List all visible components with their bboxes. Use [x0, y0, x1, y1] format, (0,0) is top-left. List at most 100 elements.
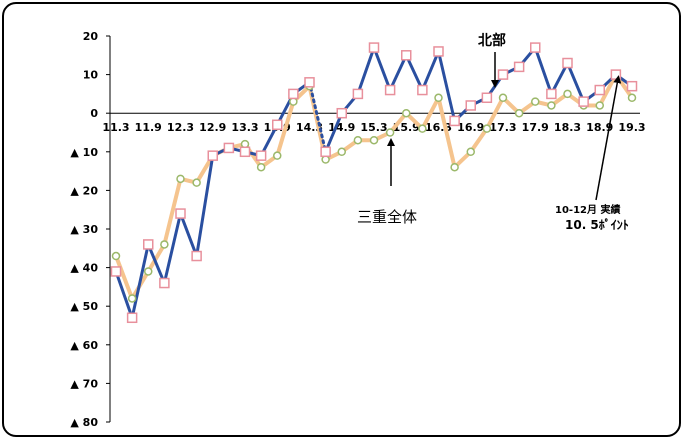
y-tick-label: ▲ 20 [70, 184, 98, 197]
series-segment [275, 99, 296, 158]
data-point [434, 93, 443, 103]
y-tick-label: 20 [83, 30, 99, 43]
series-segment [162, 176, 183, 247]
x-tick-label: 12.3 [167, 121, 194, 134]
series-segment [195, 154, 215, 258]
data-point [562, 57, 573, 69]
series-segment [484, 95, 505, 131]
data-point [143, 239, 154, 250]
data-point [321, 155, 330, 164]
x-tick-labels: 11.311.912.312.913.313.914.314.915.315.9… [102, 121, 645, 134]
series-markers [110, 42, 638, 324]
data-point [240, 139, 250, 149]
data-point [368, 42, 380, 53]
annotation-latest-arrow [595, 75, 622, 201]
data-point [239, 146, 251, 158]
x-tick-label: 16.9 [457, 121, 484, 134]
annotation-latest-value: 10. 5ﾎﾟｲﾝﾄ [565, 217, 629, 232]
annotation-north: 北部 [478, 32, 506, 49]
x-tick-label: 17.9 [522, 121, 549, 134]
x-tick-label: 11.9 [135, 121, 162, 134]
data-point [160, 240, 169, 249]
data-point [578, 96, 589, 107]
data-point [417, 84, 428, 96]
data-point [547, 101, 556, 110]
data-point [337, 147, 346, 157]
data-point [272, 119, 283, 131]
data-point [304, 77, 315, 88]
series-segment [437, 49, 457, 123]
data-point [401, 50, 412, 61]
data-point [111, 251, 121, 261]
data-point [513, 61, 525, 73]
series-segment [356, 46, 376, 96]
y-tick-label: 10 [83, 69, 99, 82]
x-tick-label: 11.3 [102, 121, 129, 134]
data-point [223, 142, 235, 154]
series-segment [114, 269, 134, 320]
series-segment [308, 80, 328, 154]
data-point [563, 89, 572, 99]
data-point [465, 100, 476, 111]
data-point [384, 84, 396, 96]
series-segment [420, 49, 440, 92]
series-segment [130, 242, 150, 320]
series-segment [114, 254, 135, 301]
data-point [531, 97, 540, 106]
y-tick-label: ▲ 80 [70, 416, 98, 429]
data-point [175, 208, 186, 219]
y-tick-label: ▲ 30 [70, 223, 98, 236]
y-tick-label: ▲ 10 [70, 146, 98, 159]
data-point [191, 250, 202, 262]
data-point [288, 88, 299, 100]
series-segment [146, 242, 166, 285]
data-point [546, 88, 557, 100]
axes [109, 36, 640, 422]
data-point [482, 124, 492, 133]
data-point [127, 294, 137, 303]
x-tick-label: 15.9 [393, 121, 420, 134]
data-point [336, 107, 347, 119]
series-segment [420, 95, 441, 131]
data-point [481, 92, 493, 104]
y-tick-labels: 20 10 0 ▲ 10 ▲ 20 ▲ 30 ▲ 40 ▲ 50 ▲ 60 ▲ 70 ▲ 80 [70, 30, 110, 429]
y-tick-label: 0 [90, 107, 98, 120]
x-tick-label: 18.9 [586, 121, 613, 134]
data-point [144, 267, 153, 276]
chart-frame [2, 2, 681, 437]
data-point [433, 46, 444, 57]
series-segment [404, 53, 424, 92]
data-point [595, 101, 604, 110]
data-point [626, 80, 638, 92]
data-point [126, 312, 138, 324]
data-point [255, 150, 267, 161]
annotation-latest-period: 10-12月 実績 [555, 203, 620, 216]
series-segment [162, 212, 182, 285]
data-point [207, 150, 218, 161]
x-tick-label: 17.3 [489, 121, 516, 134]
x-tick-label: 15.3 [360, 121, 387, 134]
data-point [110, 266, 122, 277]
data-point [402, 108, 411, 118]
x-tick-label: 18.3 [554, 121, 581, 134]
x-tick-label: 12.9 [199, 121, 226, 134]
data-point [256, 162, 266, 172]
data-point [369, 135, 379, 145]
series-segment [436, 95, 457, 170]
data-point [498, 93, 508, 103]
y-tick-label: ▲ 70 [70, 377, 98, 390]
data-point [466, 147, 475, 157]
data-point [320, 146, 331, 158]
series-segment [146, 242, 167, 274]
series-segment [566, 61, 586, 104]
annotation-mie: 三重全体 [357, 208, 417, 226]
data-point [353, 135, 363, 145]
data-point [627, 93, 637, 103]
data-point [289, 97, 298, 106]
data-point [192, 178, 201, 187]
series-segment [388, 53, 408, 92]
data-point [514, 108, 524, 118]
data-point [450, 162, 459, 172]
x-tick-label: 13.3 [231, 121, 258, 134]
